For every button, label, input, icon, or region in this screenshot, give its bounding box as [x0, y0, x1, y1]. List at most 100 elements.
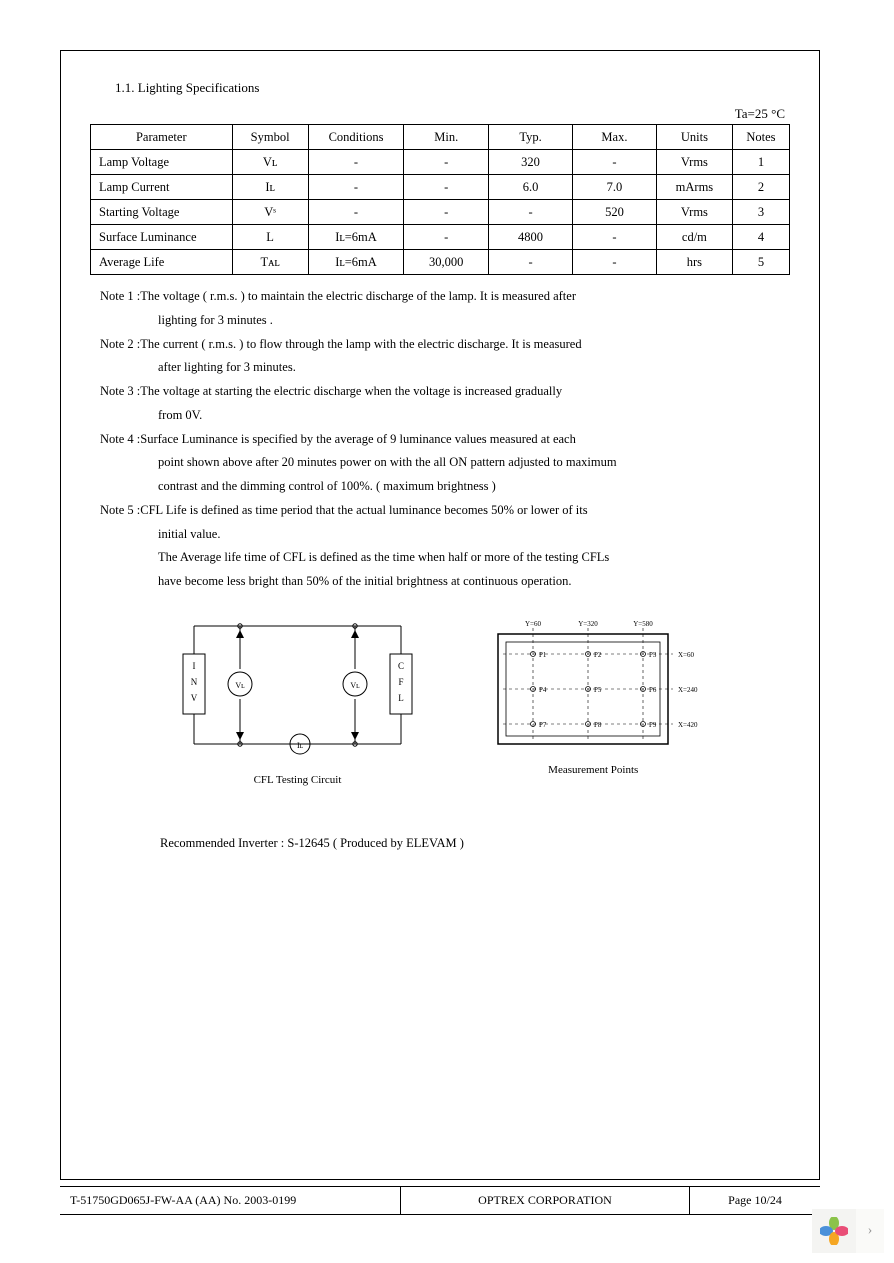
svg-text:Iʟ: Iʟ: [297, 741, 304, 750]
table-cell: -: [404, 225, 489, 250]
table-header: Max.: [572, 125, 656, 150]
svg-text:N: N: [191, 677, 198, 687]
table-cell: -: [572, 250, 656, 275]
table-cell: Surface Luminance: [91, 225, 233, 250]
table-row: Lamp VoltageVʟ--320-Vrms1: [91, 150, 790, 175]
table-cell: Tᴀʟ: [232, 250, 308, 275]
table-row: Surface LuminanceLIʟ=6mA-4800-cd/m4: [91, 225, 790, 250]
table-cell: -: [572, 150, 656, 175]
floating-widget[interactable]: ›: [812, 1209, 884, 1253]
points-svg: Y=60Y=320Y=580X=60X=240X=420P1P2P3P4P5P6…: [478, 614, 708, 754]
table-cell: cd/m: [656, 225, 732, 250]
table-header: Symbol: [232, 125, 308, 150]
table-cell: -: [404, 175, 489, 200]
circuit-caption: CFL Testing Circuit: [175, 774, 420, 786]
table-cell: -: [308, 175, 404, 200]
table-cell: 7.0: [572, 175, 656, 200]
note-line: Note 2 :The current ( r.m.s. ) to flow t…: [100, 333, 790, 357]
table-cell: 520: [572, 200, 656, 225]
table-cell: -: [308, 200, 404, 225]
table-cell: 30,000: [404, 250, 489, 275]
svg-text:Y=580: Y=580: [633, 620, 653, 628]
table-cell: -: [308, 150, 404, 175]
table-cell: 2: [732, 175, 789, 200]
chevron-right-icon[interactable]: ›: [856, 1209, 884, 1253]
note-line: Note 1 :The voltage ( r.m.s. ) to mainta…: [100, 285, 790, 309]
svg-text:Vʟ: Vʟ: [350, 681, 360, 690]
table-cell: 320: [489, 150, 573, 175]
note-continuation: initial value.: [100, 523, 790, 547]
flower-icon[interactable]: [812, 1209, 856, 1253]
notes-block: Note 1 :The voltage ( r.m.s. ) to mainta…: [100, 285, 790, 594]
table-cell: 6.0: [489, 175, 573, 200]
table-cell: -: [404, 200, 489, 225]
note-continuation: point shown above after 20 minutes power…: [100, 451, 790, 475]
footer: T-51750GD065J-FW-AA (AA) No. 2003-0199 O…: [60, 1186, 820, 1215]
table-cell: -: [489, 200, 573, 225]
diagrams-row: INVCFLVʟVʟIʟ CFL Testing Circuit Y=60Y=3…: [90, 614, 790, 786]
svg-text:P2: P2: [594, 651, 602, 659]
svg-text:P1: P1: [539, 651, 547, 659]
table-header: Conditions: [308, 125, 404, 150]
svg-text:P9: P9: [649, 721, 657, 729]
svg-text:L: L: [398, 693, 404, 703]
table-cell: -: [572, 225, 656, 250]
table-cell: -: [489, 250, 573, 275]
points-caption: Measurement Points: [478, 764, 708, 776]
table-cell: hrs: [656, 250, 732, 275]
footer-left: T-51750GD065J-FW-AA (AA) No. 2003-0199: [60, 1187, 401, 1214]
svg-text:X=240: X=240: [678, 686, 698, 694]
svg-text:P7: P7: [539, 721, 547, 729]
content-area: 1.1. Lighting Specifications Ta=25 °C Pa…: [90, 80, 790, 851]
table-cell: Average Life: [91, 250, 233, 275]
table-header: Parameter: [91, 125, 233, 150]
table-cell: mArms: [656, 175, 732, 200]
table-cell: Iʟ=6mA: [308, 225, 404, 250]
note-line: Note 3 :The voltage at starting the elec…: [100, 380, 790, 404]
table-cell: Vˢ: [232, 200, 308, 225]
table-header: Typ.: [489, 125, 573, 150]
note-continuation: lighting for 3 minutes .: [100, 309, 790, 333]
table-cell: 1: [732, 150, 789, 175]
note-continuation: from 0V.: [100, 404, 790, 428]
circuit-diagram: INVCFLVʟVʟIʟ CFL Testing Circuit: [175, 614, 420, 786]
measurement-points-diagram: Y=60Y=320Y=580X=60X=240X=420P1P2P3P4P5P6…: [478, 614, 708, 776]
svg-text:P8: P8: [594, 721, 602, 729]
circuit-svg: INVCFLVʟVʟIʟ: [175, 614, 420, 764]
table-cell: L: [232, 225, 308, 250]
page: 1.1. Lighting Specifications Ta=25 °C Pa…: [0, 0, 894, 1263]
note-continuation: contrast and the dimming control of 100%…: [100, 475, 790, 499]
footer-right: Page 10/24: [690, 1187, 820, 1214]
svg-text:Vʟ: Vʟ: [235, 681, 245, 690]
svg-text:Y=60: Y=60: [525, 620, 542, 628]
note-continuation: have become less bright than 50% of the …: [100, 570, 790, 594]
footer-center: OPTREX CORPORATION: [401, 1187, 690, 1214]
svg-text:I: I: [193, 661, 196, 671]
svg-text:P4: P4: [539, 686, 547, 694]
table-cell: Iʟ=6mA: [308, 250, 404, 275]
note-continuation: after lighting for 3 minutes.: [100, 356, 790, 380]
table-header: Units: [656, 125, 732, 150]
inverter-text: Recommended Inverter : S-12645 ( Produce…: [160, 836, 790, 851]
svg-text:C: C: [398, 661, 404, 671]
svg-text:X=420: X=420: [678, 721, 698, 729]
svg-text:X=60: X=60: [678, 651, 695, 659]
flower-svg: [820, 1217, 848, 1245]
note-line: Note 5 :CFL Life is defined as time peri…: [100, 499, 790, 523]
table-row: Starting VoltageVˢ---520Vrms3: [91, 200, 790, 225]
table-cell: Lamp Current: [91, 175, 233, 200]
svg-text:V: V: [191, 693, 198, 703]
svg-text:P3: P3: [649, 651, 657, 659]
note-continuation: The Average life time of CFL is defined …: [100, 546, 790, 570]
table-cell: Vrms: [656, 200, 732, 225]
spec-table: ParameterSymbolConditionsMin.Typ.Max.Uni…: [90, 124, 790, 275]
svg-text:P5: P5: [594, 686, 602, 694]
table-cell: Vʟ: [232, 150, 308, 175]
table-header: Notes: [732, 125, 789, 150]
table-cell: 3: [732, 200, 789, 225]
table-row: Average LifeTᴀʟIʟ=6mA30,000--hrs5: [91, 250, 790, 275]
table-cell: Vrms: [656, 150, 732, 175]
svg-text:Y=320: Y=320: [578, 620, 598, 628]
table-cell: 4: [732, 225, 789, 250]
table-cell: Starting Voltage: [91, 200, 233, 225]
